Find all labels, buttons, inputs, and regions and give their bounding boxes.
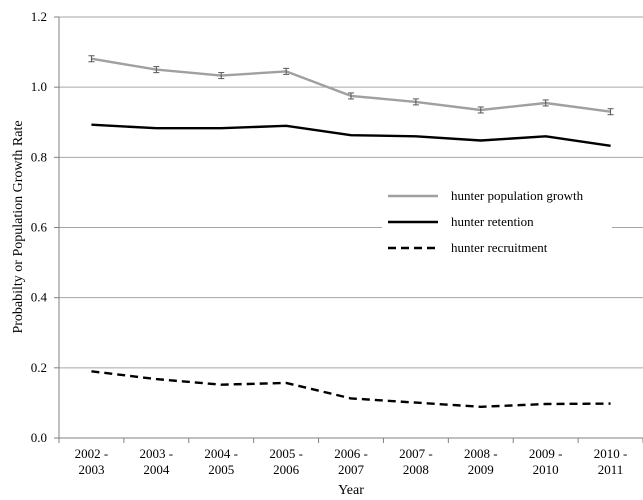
y-tick-labels: 0.0 0.2 0.4 0.6 0.8 1.0 1.2 <box>31 9 48 445</box>
x-tick-label-line: 2006 - <box>334 446 368 461</box>
x-tick-label: 2002 -2003 <box>75 446 109 477</box>
x-tick-label-line: 2010 <box>533 462 559 477</box>
x-tick-label: 2007 -2008 <box>399 446 433 477</box>
grid-lines <box>59 16 643 369</box>
y-tick-label: 1.2 <box>31 9 47 24</box>
y-tick-label: 0.8 <box>31 149 47 164</box>
x-tick-label: 2004 -2005 <box>204 446 238 477</box>
x-tick-label-line: 2007 <box>338 462 365 477</box>
x-tick-label-line: 2009 - <box>529 446 563 461</box>
y-tick-label: 0.0 <box>31 430 47 445</box>
x-tick-label-line: 2010 - <box>594 446 628 461</box>
x-tick-label-line: 2011 <box>598 462 624 477</box>
x-tick-label-line: 2003 <box>78 462 104 477</box>
series-lines <box>88 55 614 408</box>
legend: hunter population growth hunter retention… <box>382 182 612 266</box>
x-axis-title: Year <box>338 483 364 498</box>
x-tick-label-line: 2008 - <box>464 446 498 461</box>
x-tick-label-line: 2009 <box>468 462 494 477</box>
x-tick-label-line: 2004 - <box>204 446 238 461</box>
x-tick-label-line: 2005 <box>208 462 234 477</box>
x-tick-label-line: 2003 - <box>140 446 174 461</box>
x-tick-label: 2009 -2010 <box>529 446 563 477</box>
series-line-hunter-recruitment <box>91 370 611 408</box>
x-tick-label-line: 2004 <box>143 462 170 477</box>
x-tick-label-line: 2007 - <box>399 446 433 461</box>
x-tick-label-line: 2006 <box>273 462 300 477</box>
x-tick-label: 2006 -2007 <box>334 446 368 477</box>
x-tick-label: 2008 -2009 <box>464 446 498 477</box>
series-line-hunter-population-growth <box>91 57 611 113</box>
axes <box>54 16 643 443</box>
x-tick-label-line: 2008 <box>403 462 429 477</box>
x-tick-label: 2010 -2011 <box>594 446 628 477</box>
legend-label-hunter-retention: hunter retention <box>451 214 534 229</box>
y-tick-label: 0.6 <box>31 220 48 235</box>
y-tick-label: 0.2 <box>31 360 47 375</box>
x-tick-label-line: 2002 - <box>75 446 109 461</box>
legend-label-hunter-population-growth: hunter population growth <box>451 188 584 203</box>
y-tick-label: 1.0 <box>31 79 47 94</box>
legend-label-hunter-recruitment: hunter recruitment <box>451 240 548 255</box>
y-axis-title: Probabilty or Population Growth Rate <box>11 120 26 333</box>
series-line-hunter-retention <box>91 123 611 147</box>
x-tick-label: 2005 -2006 <box>269 446 303 477</box>
y-tick-label: 0.4 <box>31 290 48 305</box>
x-tick-label-line: 2005 - <box>269 446 303 461</box>
x-tick-label: 2003 -2004 <box>140 446 174 477</box>
